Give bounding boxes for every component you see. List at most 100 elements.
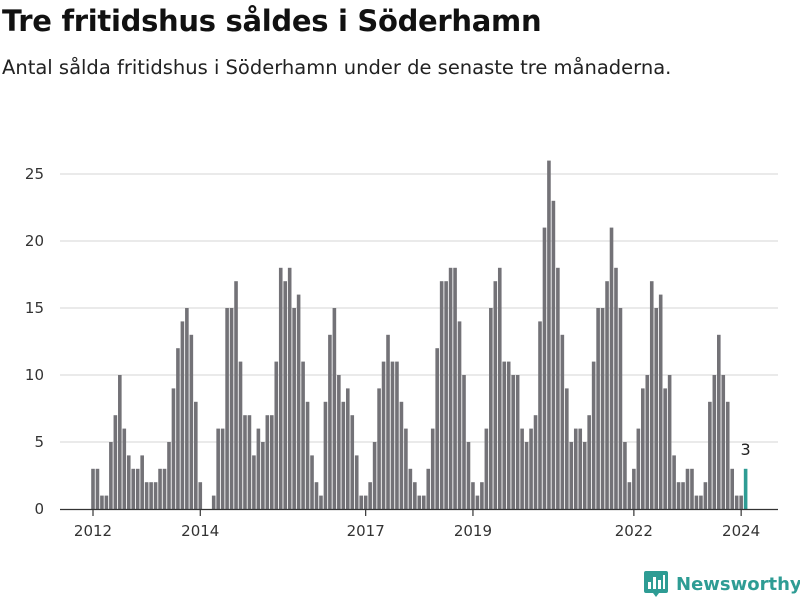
bar: [524, 442, 529, 509]
bar: [95, 468, 100, 509]
bar: [565, 388, 569, 509]
bar: [681, 482, 685, 509]
bar: [734, 495, 739, 509]
bar: [296, 294, 301, 509]
bar: [520, 428, 524, 509]
bar: [672, 455, 676, 509]
bar: [618, 308, 623, 509]
bar: [658, 294, 663, 509]
bar: [135, 468, 140, 509]
bar: [274, 361, 279, 509]
bar: [542, 227, 547, 509]
y-tick-label: 10: [25, 366, 44, 384]
bar: [591, 361, 596, 509]
bar: [229, 308, 234, 509]
bar: [372, 442, 377, 509]
bar: [587, 415, 591, 509]
bar: [426, 468, 431, 509]
bar: [131, 468, 136, 509]
bar: [685, 468, 690, 509]
bar: [676, 482, 681, 509]
bar: [386, 334, 390, 509]
bar: [649, 281, 654, 509]
bar: [730, 468, 735, 509]
bar: [122, 428, 127, 509]
bar: [287, 267, 292, 509]
bar: [404, 428, 408, 509]
bar: [113, 415, 118, 509]
x-tick-label: 2012: [74, 522, 112, 540]
x-tick-label: 2014: [181, 522, 219, 540]
bar: [712, 375, 717, 509]
chart-title: Tre fritidshus såldes i Söderhamn: [2, 4, 542, 38]
bar: [547, 160, 551, 509]
bar: [439, 281, 444, 509]
bar: [408, 468, 413, 509]
bar: [573, 428, 578, 509]
bar: [600, 308, 605, 509]
bar: [569, 442, 574, 509]
bar: [270, 415, 274, 509]
bar: [457, 321, 462, 509]
bar: [323, 401, 328, 509]
bar: [252, 455, 256, 509]
bar: [739, 495, 743, 509]
bar: [533, 415, 538, 509]
bar: [234, 281, 238, 509]
bar: [153, 482, 158, 509]
bar: [663, 388, 667, 509]
bar: [497, 267, 502, 509]
bar: [238, 361, 243, 509]
bar: [198, 482, 203, 509]
bar: [216, 428, 220, 509]
bar: [368, 482, 372, 509]
bar: [345, 388, 350, 509]
y-tick-label: 5: [34, 433, 44, 451]
bar: [399, 401, 404, 509]
annotations: 3: [741, 440, 751, 459]
bar: [283, 281, 288, 509]
bar: [140, 455, 144, 509]
bar: [506, 361, 511, 509]
bar: [582, 442, 587, 509]
bar: [636, 428, 641, 509]
bar: [721, 375, 726, 509]
bar: [247, 415, 252, 509]
bar: [444, 281, 448, 509]
bar: [363, 495, 368, 509]
bar: [337, 375, 341, 509]
bar: [301, 361, 305, 509]
bar: [319, 495, 323, 509]
bar: [278, 267, 283, 509]
bar: [292, 308, 296, 509]
bar: [614, 267, 618, 509]
bar: [430, 428, 435, 509]
bars: [91, 160, 748, 510]
bar: [556, 267, 560, 509]
bar: [265, 415, 270, 509]
x-axis-ticks: 2012 2014 2017 2019 2022 2024: [74, 510, 760, 540]
bar: [475, 495, 480, 509]
bar: [100, 495, 104, 509]
bar: [310, 455, 314, 509]
x-tick-label: 2024: [722, 522, 760, 540]
bar: [717, 334, 721, 509]
bar: [220, 428, 225, 509]
bar: [623, 442, 627, 509]
brand-name: Newsworthy: [676, 573, 800, 595]
bar: [480, 482, 484, 509]
bar: [162, 468, 167, 509]
bar: [381, 361, 386, 509]
bar: [341, 401, 346, 509]
bar: [453, 267, 457, 509]
bar: [471, 482, 475, 509]
bar: [185, 308, 189, 509]
bar: [605, 281, 609, 509]
bar: [167, 442, 171, 509]
bar: [489, 308, 493, 509]
x-tick-label: 2017: [347, 522, 385, 540]
bar: [118, 375, 122, 509]
bar: [627, 482, 632, 509]
bar: [109, 442, 113, 509]
